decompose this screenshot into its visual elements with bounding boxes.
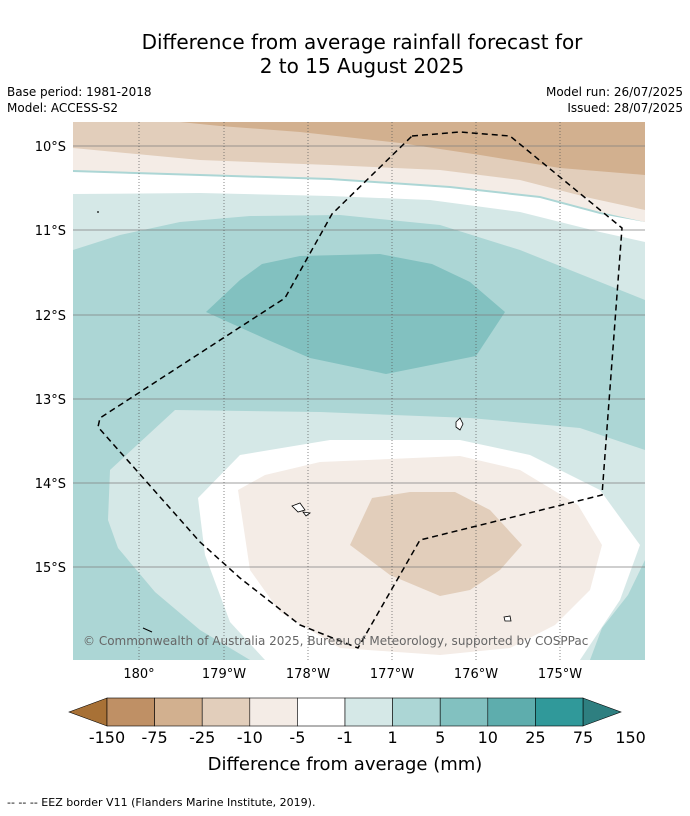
base-period: Base period: 1981-2018: [7, 85, 152, 99]
colorbar-cell: [344, 697, 393, 727]
colorbar-tick-label: -10: [237, 728, 263, 747]
issued-date: Issued: 28/07/2025: [567, 101, 683, 115]
lon-label-180: 180°: [123, 667, 154, 682]
colorbar-cell: [201, 697, 251, 727]
meta-left: Base period: 1981-2018 Model: ACCESS-S2: [7, 84, 152, 116]
contour-10-25-se: [590, 560, 645, 660]
lat-label-10s: 10°S: [35, 140, 66, 155]
island-b: [291, 502, 306, 513]
lat-label-12s: 12°S: [35, 309, 66, 324]
lon-label-179w: 179°W: [202, 667, 246, 682]
model-name: Model: ACCESS-S2: [7, 101, 119, 115]
contour-25-75-core: [206, 254, 505, 374]
island-f: [97, 211, 99, 213]
colorbar-cell: [297, 697, 346, 727]
copyright-text: © Commonwealth of Australia 2025, Bureau…: [83, 634, 588, 648]
title-line-2: 2 to 15 August 2025: [259, 54, 465, 78]
colorbar-cell: [487, 697, 536, 727]
map-title: Difference from average rainfall forecas…: [0, 30, 690, 78]
lat-label-11s: 11°S: [35, 224, 66, 239]
colorbar-cell: [535, 697, 584, 727]
island-d: [503, 615, 512, 622]
contour-neg5-neg10: [350, 492, 522, 596]
lon-label-176w: 176°W: [454, 667, 498, 682]
colorbar-tick-label: -5: [289, 728, 305, 747]
rainfall-contours: [73, 122, 645, 660]
island-e: [142, 627, 153, 633]
meta-right: Model run: 26/07/2025 Issued: 28/07/2025: [546, 84, 683, 116]
lon-labels: 180° 179°W 178°W 177°W 176°W 175°W: [123, 667, 582, 682]
lat-label-14s: 14°S: [35, 477, 66, 492]
lat-gridlines: [73, 145, 645, 568]
colorbar-left-extension: [68, 697, 108, 727]
colorbar-cell: [439, 697, 489, 727]
colorbar: -150 -75 -25 -10 -5 -1 1 5 10 25 75 150: [68, 697, 646, 747]
colorbar-tick-label: 75: [573, 728, 593, 747]
lat-labels: 10°S 11°S 12°S 13°S 14°S 15°S: [35, 140, 66, 576]
lat-label-15s: 15°S: [35, 561, 66, 576]
colorbar-tick-label: -75: [142, 728, 168, 747]
colorbar-tick-label: 5: [435, 728, 445, 747]
contour-10-25-sw: [73, 470, 250, 660]
colorbar-tick-label: 25: [525, 728, 545, 747]
colorbar-tick-label: 1: [388, 728, 398, 747]
lon-label-175w: 175°W: [538, 667, 582, 682]
title-line-1: Difference from average rainfall forecas…: [141, 30, 583, 54]
colorbar-tick-label: 150: [615, 728, 646, 747]
eez-border: [97, 131, 623, 649]
colorbar-label: Difference from average (mm): [207, 754, 483, 775]
model-run: Model run: 26/07/2025: [545, 85, 683, 99]
lon-label-178w: 178°W: [286, 667, 330, 682]
island-a: [455, 417, 464, 431]
colorbar-cell: [154, 697, 203, 727]
colorbar-tick-label: -150: [89, 728, 125, 747]
lat-label-13s: 13°S: [35, 393, 66, 408]
colorbar-right-extension: [582, 697, 622, 727]
contour-5-10-north: [73, 192, 645, 300]
eez-footnote: -- -- -- EEZ border V11 (Flanders Marine…: [7, 796, 316, 809]
colorbar-tick-label: -25: [189, 728, 215, 747]
colorbar-cell: [392, 697, 441, 727]
contour-near-zero-north: [73, 172, 645, 242]
contour-neg10-neg25-north: [180, 122, 645, 175]
colorbar-tick-label: -1: [337, 728, 353, 747]
colorbar-cell: [106, 697, 155, 727]
lon-label-177w: 177°W: [370, 667, 414, 682]
colorbar-tick-label: 10: [478, 728, 498, 747]
colorbar-cell: [249, 697, 298, 727]
